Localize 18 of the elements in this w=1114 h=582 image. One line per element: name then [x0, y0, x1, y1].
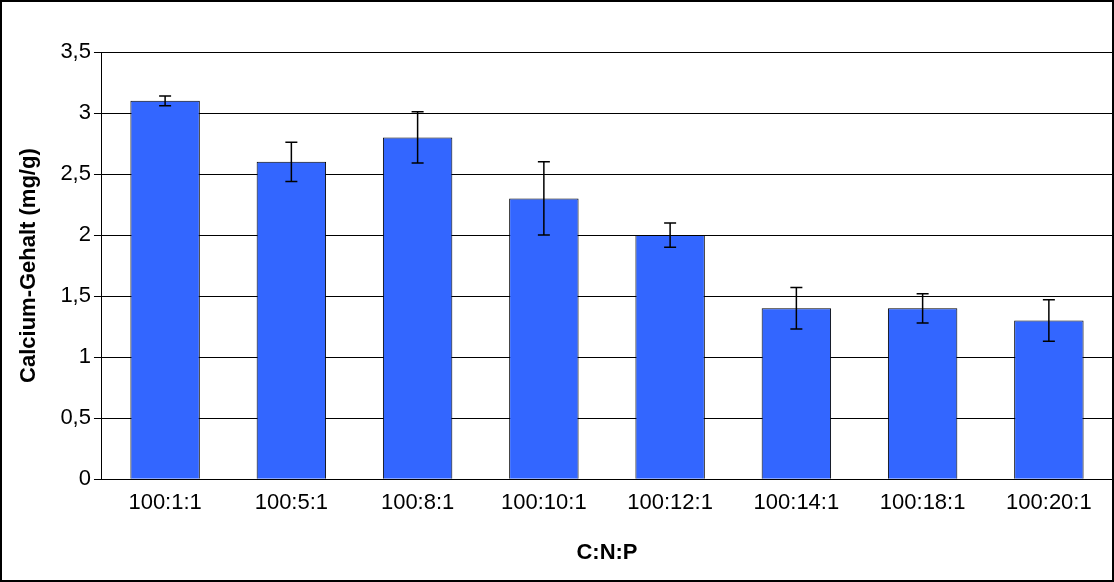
- y-tick-label: 3,5: [60, 38, 91, 64]
- y-axis-title: Calcium-Gehalt (mg/g): [15, 148, 41, 383]
- y-tick-label: 2,5: [60, 160, 91, 186]
- x-tick-label: 100:1:1: [128, 489, 202, 515]
- y-tick-label: 2: [78, 221, 91, 247]
- x-tick-label: 100:18:1: [879, 489, 966, 515]
- x-axis-title: C:N:P: [576, 538, 638, 564]
- y-tick-label: 0,5: [60, 404, 91, 430]
- x-tick-label: 100:12:1: [627, 489, 713, 515]
- y-tick-label: 3: [78, 99, 91, 125]
- x-tick-label: 100:10:1: [501, 489, 587, 515]
- x-tick-label: 100:8:1: [380, 489, 455, 515]
- y-tick-label: 0: [78, 465, 91, 491]
- x-tick-label: 100:14:1: [753, 489, 840, 515]
- x-tick-label: 100:5:1: [254, 489, 329, 515]
- y-tick-label: 1: [78, 343, 91, 369]
- x-tick-label: 100:20:1: [1006, 489, 1092, 515]
- y-tick-label: 1,5: [60, 282, 91, 308]
